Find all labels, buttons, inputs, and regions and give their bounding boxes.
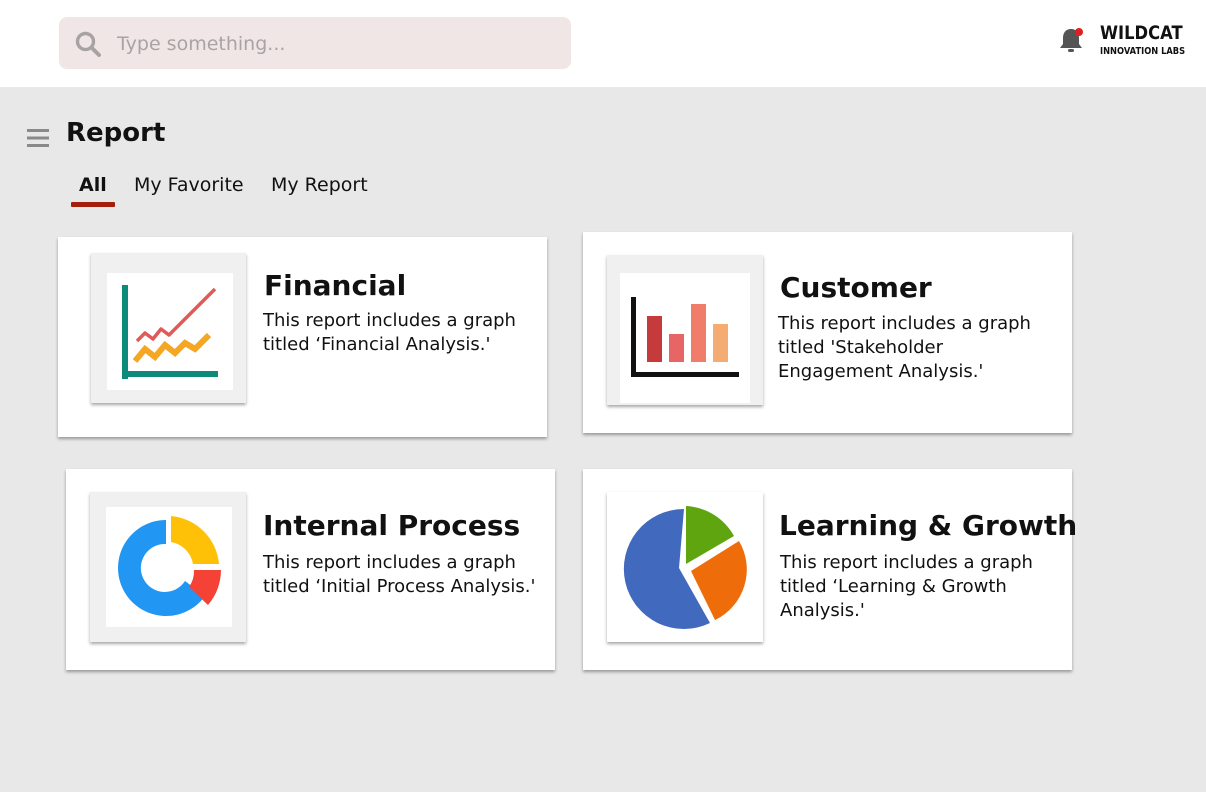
report-card-learning-growth[interactable]: Learning & Growth This report includes a… bbox=[583, 469, 1077, 670]
search-input[interactable] bbox=[115, 27, 559, 61]
top-bar: WILDCAT INNOVATION LABS bbox=[0, 0, 1206, 87]
active-tab-indicator bbox=[71, 202, 115, 207]
report-thumbnail bbox=[607, 492, 763, 642]
page-title: Report bbox=[66, 118, 166, 148]
pie-chart-icon bbox=[623, 506, 747, 629]
report-card-internal-process[interactable]: Internal Process This report includes a … bbox=[66, 469, 555, 670]
report-title: Learning & Growth bbox=[779, 509, 1078, 542]
hamburger-icon[interactable] bbox=[26, 127, 50, 149]
logo-line2: INNOVATION LABS bbox=[1100, 46, 1186, 57]
report-card-financial[interactable]: Financial This report includes a graph t… bbox=[58, 237, 547, 437]
report-description: This report includes a graph titled ‘Ini… bbox=[263, 552, 536, 597]
report-card-customer[interactable]: Customer This report includes a graph ti… bbox=[583, 232, 1072, 433]
report-thumbnail bbox=[607, 255, 763, 405]
report-title: Internal Process bbox=[263, 509, 521, 542]
bell-icon[interactable] bbox=[1058, 25, 1086, 55]
report-thumbnail bbox=[91, 253, 246, 403]
report-title: Financial bbox=[264, 269, 407, 302]
search-bar[interactable] bbox=[59, 17, 571, 69]
tab-my-report[interactable]: My Report bbox=[271, 174, 368, 196]
report-title: Customer bbox=[780, 271, 932, 304]
tab-all[interactable]: All bbox=[79, 174, 107, 196]
company-logo: WILDCAT INNOVATION LABS bbox=[1100, 22, 1186, 57]
report-description: This report includes a graph titled ‘Fin… bbox=[263, 310, 516, 355]
tab-my-favorite[interactable]: My Favorite bbox=[134, 174, 244, 196]
report-description: This report includes a graph titled 'Sta… bbox=[778, 313, 1031, 382]
donut-chart-icon bbox=[118, 516, 221, 616]
report-thumbnail bbox=[90, 492, 246, 642]
search-icon bbox=[75, 31, 101, 57]
bar-chart-icon bbox=[631, 297, 739, 377]
report-description: This report includes a graph titled ‘Lea… bbox=[780, 552, 1033, 621]
line-chart-icon bbox=[122, 285, 218, 379]
logo-line1: WILDCAT bbox=[1100, 22, 1183, 44]
